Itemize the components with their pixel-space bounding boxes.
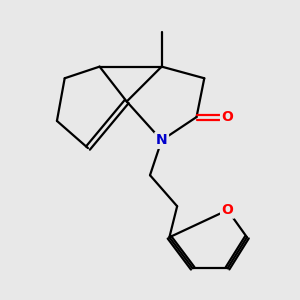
Text: O: O (222, 110, 233, 124)
Text: N: N (156, 133, 167, 147)
Text: O: O (222, 203, 233, 217)
